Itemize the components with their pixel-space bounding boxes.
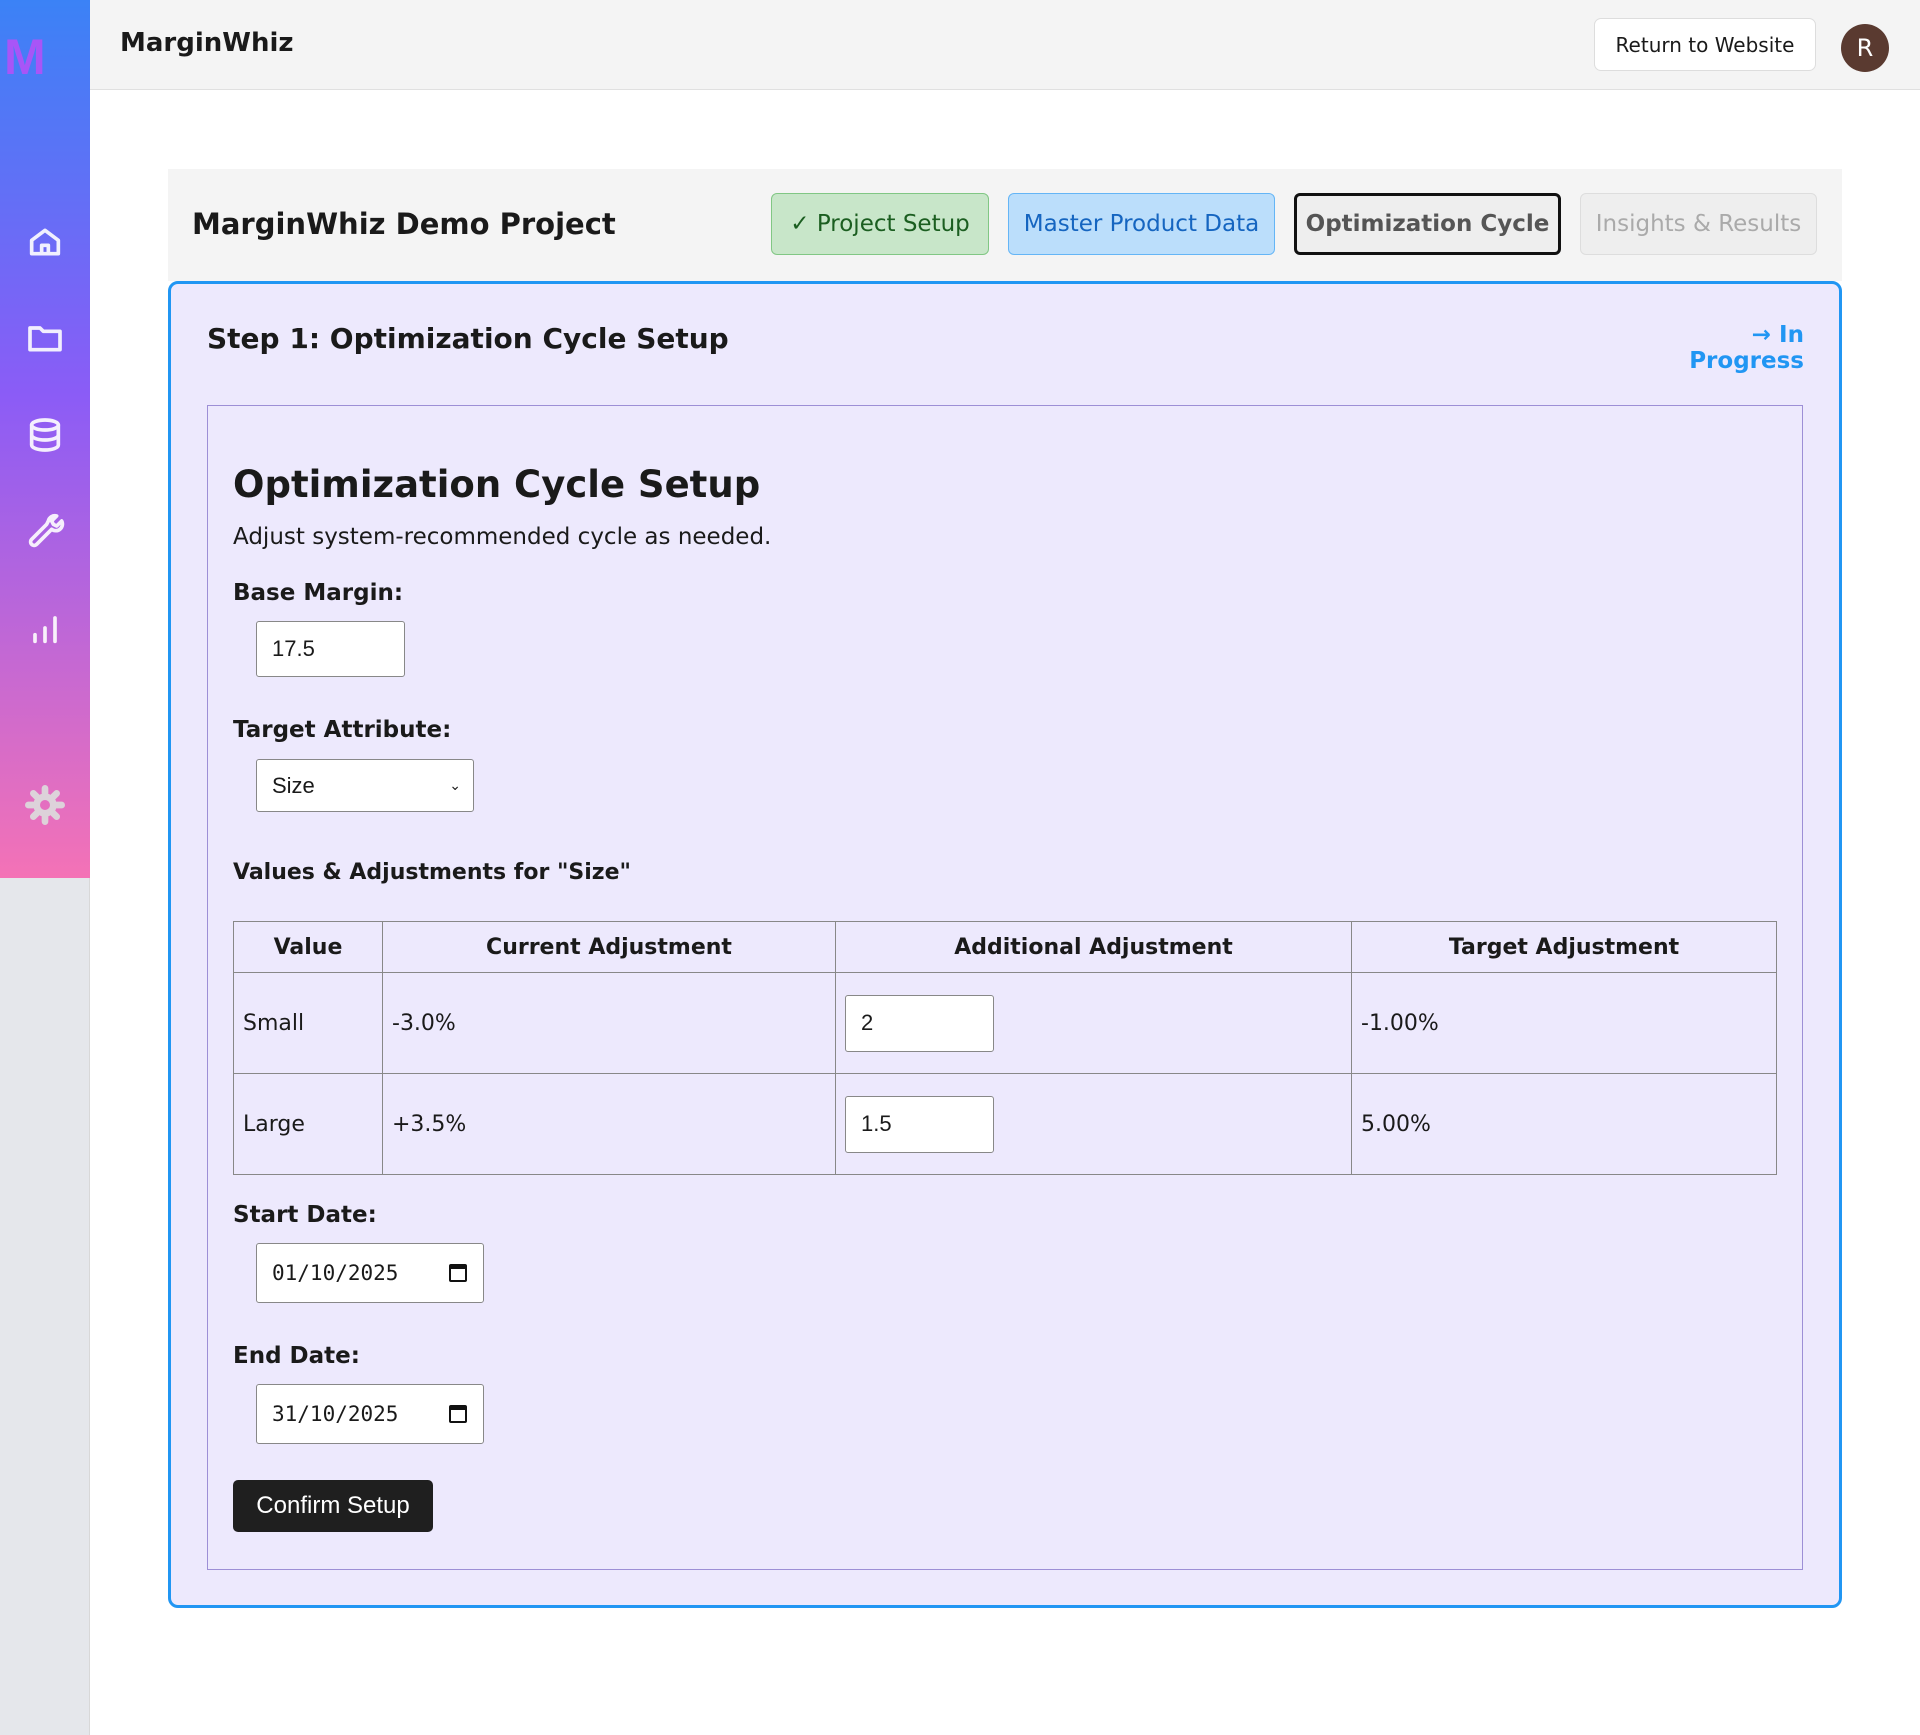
table-row: Large +3.5% 1.5 5.00% (233, 1073, 1777, 1175)
current-adjustment-cell: +3.5% (382, 1073, 836, 1175)
setup-form (207, 405, 1803, 1570)
additional-adjustment-input[interactable]: 2 (845, 994, 994, 1052)
gear-icon[interactable] (25, 785, 65, 825)
end-date-label: End Date: (233, 1343, 360, 1369)
return-to-website-button[interactable]: Return to Website (1594, 18, 1816, 71)
wrench-icon[interactable] (25, 511, 65, 551)
value-cell: Small (233, 972, 383, 1074)
end-date-input[interactable]: 31/10/2025 (256, 1384, 484, 1444)
tab-insights-results: Insights & Results (1580, 193, 1817, 255)
project-title: MarginWhiz Demo Project (192, 207, 616, 241)
table-header-row: Value Current Adjustment Additional Adju… (233, 921, 1777, 973)
step-title: Step 1: Optimization Cycle Setup (207, 322, 729, 355)
target-attribute-label: Target Attribute: (233, 717, 452, 743)
additional-adjustment-cell: 1.5 (835, 1073, 1352, 1175)
form-heading: Optimization Cycle Setup (233, 463, 761, 506)
logo: M (4, 29, 46, 85)
tab-master-product-data[interactable]: Master Product Data (1008, 193, 1275, 255)
confirm-setup-button[interactable]: Confirm Setup (233, 1480, 433, 1532)
column-header: Current Adjustment (382, 921, 836, 973)
project-header (168, 169, 1842, 281)
additional-adjustment-cell: 2 (835, 972, 1352, 1074)
app-title: MarginWhiz (120, 28, 294, 58)
target-adjustment-cell: -1.00% (1351, 972, 1777, 1074)
target-adjustment-cell: 5.00% (1351, 1073, 1777, 1175)
target-attribute-value: Size (272, 772, 315, 798)
table-row: Small -3.0% 2 -1.00% (233, 972, 1777, 1074)
avatar[interactable]: R (1841, 24, 1889, 72)
chevron-down-icon: ⌄ (449, 777, 461, 793)
bar-chart-icon[interactable] (25, 608, 65, 648)
status-badge: → In Progress (1689, 322, 1804, 374)
database-icon[interactable] (25, 415, 65, 455)
column-header: Value (233, 921, 383, 973)
column-header: Additional Adjustment (835, 921, 1352, 973)
start-date-value: 01/10/2025 (272, 1261, 399, 1285)
tab-project-setup[interactable]: ✓ Project Setup (771, 193, 989, 255)
folder-icon[interactable] (25, 318, 65, 358)
start-date-label: Start Date: (233, 1202, 377, 1228)
current-adjustment-cell: -3.0% (382, 972, 836, 1074)
base-margin-input[interactable]: 17.5 (256, 621, 405, 677)
column-header: Target Adjustment (1351, 921, 1777, 973)
adjustments-table: Value Current Adjustment Additional Adju… (233, 921, 1777, 1175)
additional-adjustment-input[interactable]: 1.5 (845, 1095, 994, 1153)
start-date-input[interactable]: 01/10/2025 (256, 1243, 484, 1303)
calendar-icon[interactable] (449, 1264, 467, 1282)
tab-optimization-cycle[interactable]: Optimization Cycle (1294, 193, 1561, 255)
home-icon[interactable] (25, 222, 65, 262)
values-heading: Values & Adjustments for "Size" (233, 860, 631, 885)
end-date-value: 31/10/2025 (272, 1402, 399, 1426)
target-attribute-select[interactable]: Size ⌄ (256, 759, 474, 812)
form-subtitle: Adjust system-recommended cycle as neede… (233, 524, 772, 550)
base-margin-label: Base Margin: (233, 580, 404, 606)
value-cell: Large (233, 1073, 383, 1175)
calendar-icon[interactable] (449, 1405, 467, 1423)
sidebar-nav: M (0, 0, 90, 878)
